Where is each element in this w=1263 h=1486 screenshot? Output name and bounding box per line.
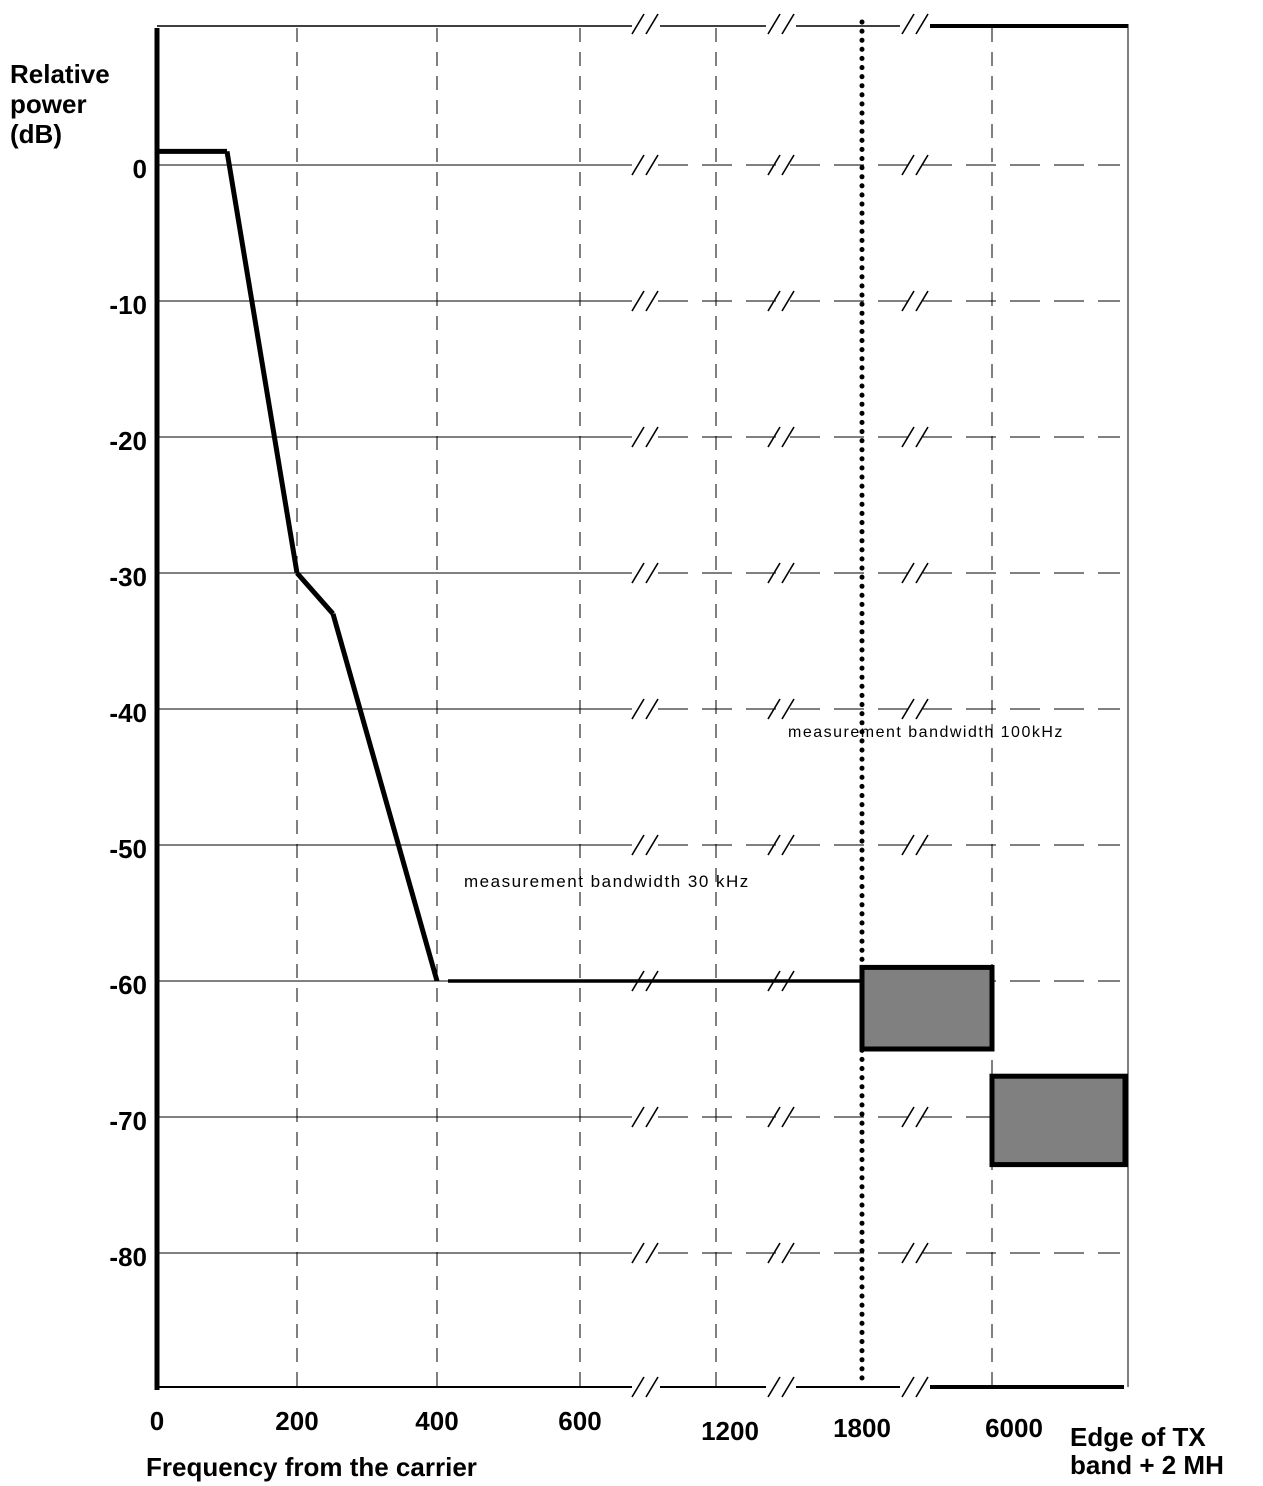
axis-break-mark (915, 562, 929, 584)
axis-break-mark (767, 698, 781, 720)
axis-break-mark (781, 1376, 795, 1398)
axis-break-mark (915, 834, 929, 856)
axis-break-mark (767, 13, 781, 35)
y-tick-label: 0 (133, 154, 147, 184)
axis-break-mark (645, 562, 659, 584)
axis-break-mark (631, 13, 645, 35)
axis-break-mark (901, 562, 915, 584)
axis-break-mark (781, 562, 795, 584)
axis-break-mark (781, 13, 795, 35)
x-tick-label: 1200 (701, 1416, 759, 1446)
axis-break-mark (631, 154, 645, 176)
x-tick-label: 0 (150, 1406, 164, 1436)
axis-break-mark (767, 1242, 781, 1264)
axis-break-mark (781, 1242, 795, 1264)
x-end-label-line: Edge of TX (1070, 1422, 1206, 1452)
mask-block-1 (859, 964, 995, 1052)
axis-break-mark (631, 1376, 645, 1398)
axis-break-mark (901, 154, 915, 176)
axis-break-mark (645, 1242, 659, 1264)
y-axis-title-line: (dB) (10, 119, 62, 149)
axis-break-mark (645, 290, 659, 312)
axis-break-mark (915, 154, 929, 176)
axis-break-mark (767, 1376, 781, 1398)
y-tick-label: -20 (109, 426, 147, 456)
axis-break-mark (915, 426, 929, 448)
x-tick-label: 1800 (833, 1413, 891, 1443)
y-tick-label: -10 (109, 290, 147, 320)
axis-break-mark (781, 290, 795, 312)
axis-break-mark (645, 1376, 659, 1398)
axis-break-mark (767, 834, 781, 856)
y-tick-label: -50 (109, 834, 147, 864)
axis-break-mark (645, 426, 659, 448)
axis-break-mark (915, 1242, 929, 1264)
axis-break-mark (631, 290, 645, 312)
axis-break-mark (767, 562, 781, 584)
mask-block-2 (989, 1073, 1128, 1168)
axis-break-mark (901, 834, 915, 856)
axis-break-mark (781, 834, 795, 856)
x-tick-label: 400 (415, 1406, 458, 1436)
labels: 0 -10 -20 -30 -40 -50 -60 -70 -80 0 200 400 600 1200 1… (10, 59, 1224, 1482)
axis-break-mark (645, 13, 659, 35)
axis-break-mark (767, 290, 781, 312)
axis-break-mark (631, 562, 645, 584)
axis-break-mark (645, 698, 659, 720)
y-tick-label: -30 (109, 562, 147, 592)
axis-break-mark (901, 698, 915, 720)
axis-break-mark (631, 426, 645, 448)
axes (154, 19, 1128, 1390)
axis-break-mark (767, 426, 781, 448)
axis-break-mark (915, 290, 929, 312)
axis-break-mark (781, 426, 795, 448)
axis-break-mark (767, 1106, 781, 1128)
axis-break-mark (901, 1242, 915, 1264)
y-axis-title-line: power (10, 89, 87, 119)
grid (157, 13, 1129, 1398)
axis-break-mark (915, 1376, 929, 1398)
axis-break-mark (631, 834, 645, 856)
y-axis-title-line: Relative (10, 59, 110, 89)
y-tick-label: -60 (109, 970, 147, 1000)
axis-break-mark (781, 154, 795, 176)
axis-break-mark (645, 1106, 659, 1128)
x-axis-title: Frequency from the carrier (146, 1452, 477, 1482)
y-tick-label: -40 (109, 698, 147, 728)
axis-break-mark (901, 426, 915, 448)
axis-break-mark (781, 1106, 795, 1128)
mask-segment (295, 571, 335, 616)
mask-segment (224, 150, 300, 574)
mask-segment (330, 613, 440, 982)
axis-break-mark (631, 1242, 645, 1264)
axis-break-mark (767, 154, 781, 176)
y-tick-label: -70 (109, 1106, 147, 1136)
axis-break-mark (631, 1106, 645, 1128)
x-tick-label: 600 (558, 1406, 601, 1436)
annotation-100khz: measurement bandwidth 100kHz (788, 724, 1064, 741)
x-end-label-line: band + 2 MH (1070, 1450, 1224, 1480)
x-end-label: Edge of TX band + 2 MH (1070, 1422, 1224, 1480)
axis-break-mark (901, 1376, 915, 1398)
axis-break-mark (901, 1106, 915, 1128)
plot-marks (157, 148, 1128, 1168)
axis-break-mark (915, 698, 929, 720)
axis-break-mark (915, 13, 929, 35)
axis-break-mark (781, 698, 795, 720)
axis-break-mark (901, 13, 915, 35)
axis-break-mark (631, 698, 645, 720)
y-axis-title: Relative power (dB) (10, 59, 110, 149)
axis-break-mark (915, 1106, 929, 1128)
annotation-30khz: measurement bandwidth 30 kHz (464, 872, 750, 891)
axis-break-mark (645, 834, 659, 856)
x-tick-label: 6000 (985, 1413, 1043, 1443)
axis-break-mark (645, 154, 659, 176)
axis-break-mark (901, 290, 915, 312)
y-tick-label: -80 (109, 1242, 147, 1272)
x-tick-label: 200 (275, 1406, 318, 1436)
